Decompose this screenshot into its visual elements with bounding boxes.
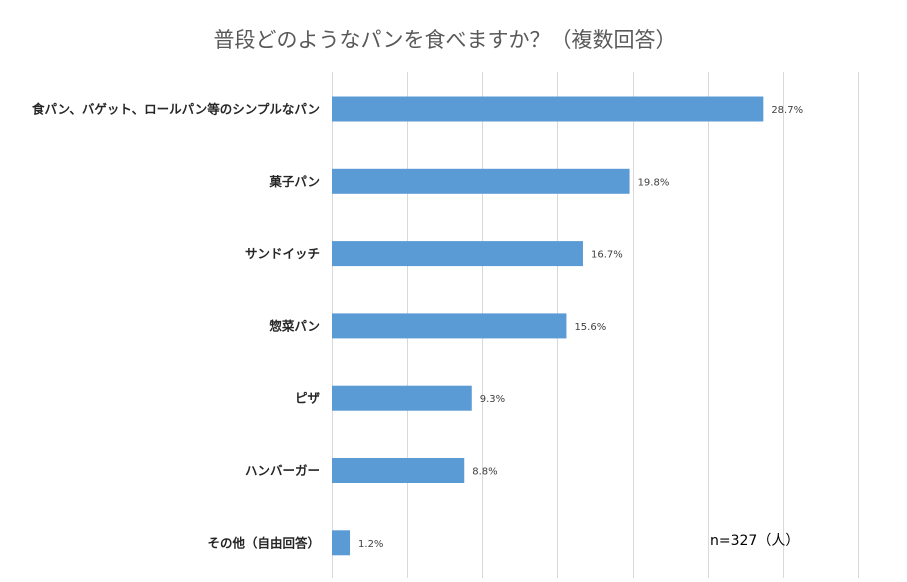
- sample-size-note: n=327（人）: [710, 533, 799, 549]
- value-label: 16.7%: [591, 250, 623, 261]
- chart-title: 普段どのようなパンを食べますか？（複数回答）: [213, 28, 676, 52]
- bar: [332, 313, 567, 339]
- category-labels: 食パン、バゲット、ロールパン等のシンプルなパン菓子パンサンドイッチ惣菜パンピザハ…: [31, 102, 321, 551]
- bar: [332, 458, 465, 483]
- value-labels: 28.7% 19.8% 16.7% 15.6% 9.3% 8.8% 1.2%: [358, 105, 803, 550]
- category-label: 惣菜パン: [269, 318, 320, 333]
- value-label: 28.7%: [771, 105, 803, 116]
- bar: [332, 385, 472, 411]
- value-label: 9.3%: [480, 394, 505, 405]
- bar: [332, 530, 351, 556]
- value-label: 8.8%: [472, 467, 497, 478]
- category-label: 菓子パン: [268, 174, 320, 189]
- bar: [332, 168, 630, 194]
- value-label: 1.2%: [358, 539, 383, 550]
- category-label: サンドイッチ: [245, 246, 320, 261]
- bar: [332, 96, 764, 122]
- category-label: 食パン、バゲット、ロールパン等のシンプルなパン: [31, 102, 320, 117]
- bars: [332, 96, 764, 556]
- category-label: ピザ: [295, 391, 321, 406]
- category-label: その他（自由回答）: [207, 535, 320, 550]
- category-label: ハンバーガー: [245, 463, 320, 478]
- bar: [332, 241, 583, 267]
- value-label: 19.8%: [638, 177, 670, 188]
- value-label: 15.6%: [574, 322, 606, 333]
